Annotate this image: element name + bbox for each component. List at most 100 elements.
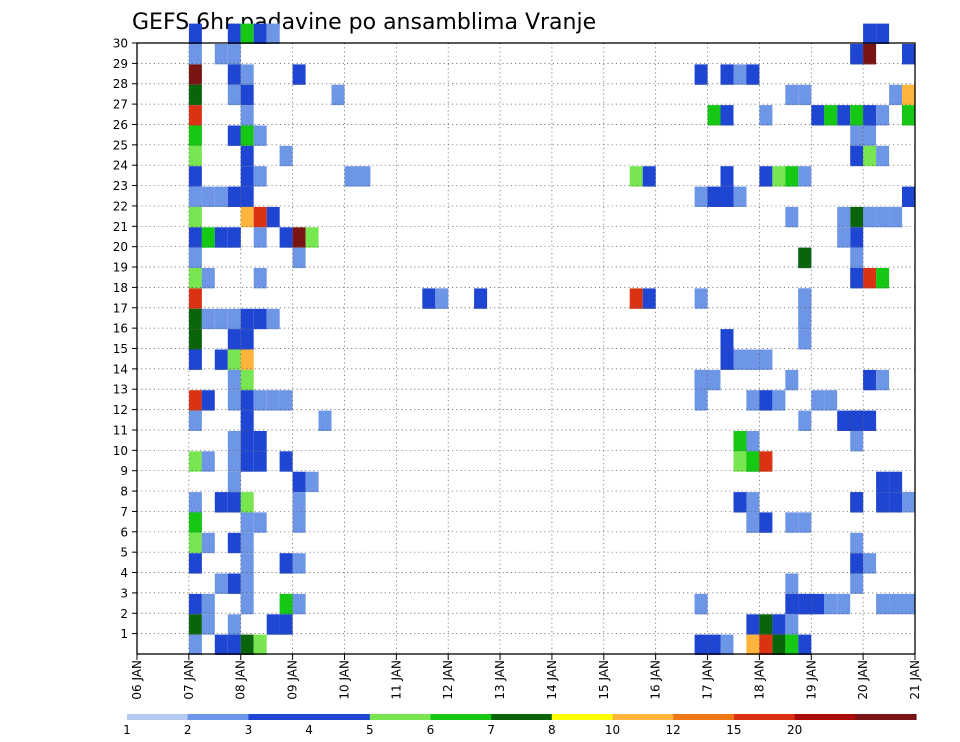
heatmap-cell — [214, 44, 228, 65]
heatmap-cell — [876, 593, 890, 615]
heatmap-cell — [798, 247, 812, 269]
y-axis: 1234567891011121314151617181920212223242… — [113, 37, 137, 641]
heatmap-cell — [227, 349, 241, 370]
heatmap-cell — [707, 634, 721, 655]
heatmap-cell — [746, 512, 760, 533]
heatmap-cell — [772, 390, 786, 411]
heatmap-cell — [850, 553, 864, 574]
heatmap-cell — [279, 390, 293, 411]
heatmap-cell — [279, 227, 293, 248]
legend-swatch — [127, 714, 189, 720]
heatmap-cell — [201, 186, 215, 207]
legend-swatch — [187, 714, 249, 720]
heatmap-cell — [188, 125, 202, 146]
heatmap-cell — [824, 105, 838, 126]
heatmap-cell — [889, 492, 903, 513]
heatmap-cell — [902, 593, 915, 615]
heatmap-cell — [240, 308, 254, 330]
heatmap-cell — [227, 23, 241, 44]
x-tick-label: 19 JAN — [804, 660, 818, 700]
heatmap-cell — [863, 145, 877, 167]
heatmap-cell — [837, 593, 851, 615]
heatmap-cell — [876, 206, 890, 228]
heatmap-cell — [214, 227, 228, 248]
y-tick-label: 8 — [120, 485, 128, 499]
heatmap-cell — [863, 44, 877, 65]
heatmap-cell — [876, 369, 890, 391]
heatmap-cell — [292, 492, 306, 513]
heatmap-cell — [240, 64, 254, 85]
heatmap-cell — [240, 431, 254, 452]
heatmap-cell — [759, 349, 773, 370]
legend-label: 7 — [487, 723, 495, 737]
legend-label: 5 — [366, 723, 374, 737]
y-tick-label: 16 — [113, 322, 128, 336]
heatmap-cell — [850, 227, 864, 248]
heatmap-cell — [694, 288, 708, 309]
heatmap-cell — [227, 227, 241, 248]
heatmap-cell — [772, 166, 786, 187]
heatmap-cell — [798, 410, 812, 431]
heatmap-cell — [772, 614, 786, 635]
heatmap-cell — [850, 573, 864, 594]
heatmap-cell — [785, 84, 799, 106]
heatmap-cell — [292, 471, 306, 493]
heatmap-cell — [824, 593, 838, 615]
heatmap-cell — [733, 431, 747, 452]
heatmap-cell — [240, 105, 254, 126]
y-tick-label: 30 — [113, 37, 128, 51]
x-axis: 06 JAN 07 JAN 08 JAN 09 JAN 10 JAN 11 JAN 12 J… — [130, 654, 922, 700]
heatmap-cell — [824, 390, 838, 411]
heatmap-cell — [746, 431, 760, 452]
heatmap-cell — [188, 614, 202, 635]
heatmap-cell — [266, 23, 280, 44]
heatmap-cell — [733, 64, 747, 85]
heatmap-cell — [863, 125, 877, 146]
heatmap-cell — [253, 634, 267, 655]
heatmap-cell — [253, 125, 267, 146]
legend-swatch — [309, 714, 371, 720]
x-tick-label: 11 JAN — [389, 660, 403, 700]
heatmap-cell — [188, 227, 202, 248]
legend-swatch — [491, 714, 553, 720]
heatmap-cell — [201, 390, 215, 411]
heatmap-cell — [188, 186, 202, 207]
heatmap-cell — [227, 84, 241, 106]
heatmap-cell — [876, 105, 890, 126]
heatmap-cell — [331, 84, 345, 106]
legend-label: 12 — [666, 723, 681, 737]
heatmap-cell — [850, 431, 864, 452]
x-tick-label: 08 JAN — [234, 660, 248, 700]
heatmap-cell — [214, 186, 228, 207]
heatmap-cell — [850, 268, 864, 289]
y-tick-label: 2 — [120, 607, 128, 621]
heatmap-cell — [279, 614, 293, 635]
heatmap-cell — [188, 64, 202, 85]
x-tick-label: 14 JAN — [545, 660, 559, 700]
legend-swatch — [369, 714, 432, 720]
heatmap-cell — [201, 532, 215, 554]
y-tick-label: 24 — [113, 159, 128, 173]
heatmap-cell — [876, 268, 890, 289]
heatmap-cell — [720, 105, 734, 126]
heatmap-cell — [266, 614, 280, 635]
heatmap-cell — [837, 206, 851, 228]
legend-label: 15 — [726, 723, 741, 737]
heatmap-cell — [733, 451, 747, 472]
x-tick-label: 18 JAN — [752, 660, 766, 700]
heatmap-cell — [253, 390, 267, 411]
heatmap-cell — [759, 390, 773, 411]
heatmap-cell — [902, 492, 915, 513]
heatmap-cell — [240, 369, 254, 391]
heatmap-cell — [188, 44, 202, 65]
heatmap-cell — [720, 634, 734, 655]
heatmap-cell — [214, 573, 228, 594]
heatmap-cell — [240, 492, 254, 513]
heatmap-cell — [863, 369, 877, 391]
heatmap-cell — [214, 308, 228, 330]
heatmap-cell — [798, 593, 812, 615]
heatmap-cell — [785, 573, 799, 594]
heatmap-cell — [279, 593, 293, 615]
heatmap-cell — [240, 329, 254, 350]
